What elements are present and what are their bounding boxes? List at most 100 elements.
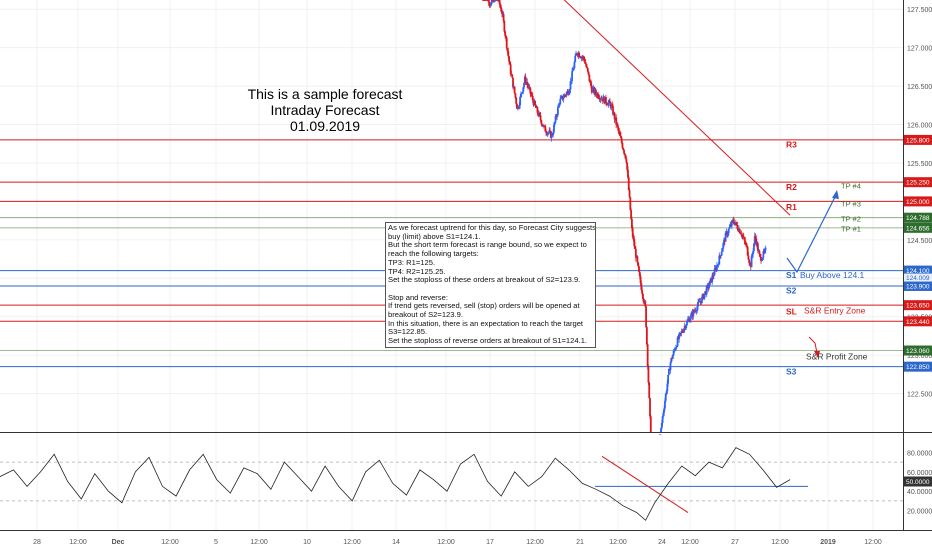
candle-body <box>692 310 695 317</box>
candle-body <box>675 347 677 350</box>
candle-body <box>632 236 635 239</box>
candle-body <box>523 83 525 88</box>
candle-body <box>554 116 557 123</box>
time-tick-label: 12:00 <box>250 539 268 546</box>
candle-body <box>760 257 762 262</box>
candle-body <box>659 434 662 436</box>
candle-body <box>568 89 571 94</box>
candle-body <box>664 400 666 409</box>
candle-body <box>743 237 746 241</box>
time-axis[interactable]: 28 12:00 Dec 12:00 5 12:00 10 12:00 14 12:00 17 12:… <box>33 539 882 546</box>
candle-body <box>519 96 522 106</box>
candle-body <box>582 56 585 59</box>
time-tick-label: 24 <box>658 539 666 546</box>
candle-body <box>520 93 523 95</box>
candle-body <box>735 222 738 226</box>
candle-body <box>705 286 708 295</box>
candle-body <box>557 104 560 108</box>
candle-body <box>565 92 568 96</box>
candle-body <box>686 321 688 326</box>
price-tag-text: 124.656 <box>906 225 930 232</box>
candle-body <box>605 103 608 105</box>
candle-body <box>622 147 625 151</box>
candle-body <box>548 130 551 133</box>
level-label-sl: SL <box>786 306 797 316</box>
candle-body <box>742 236 745 238</box>
candle-body <box>689 319 692 322</box>
candle-body <box>666 383 669 392</box>
level-label-r1: R1 <box>786 202 797 212</box>
candle-body <box>752 250 755 255</box>
candle-body <box>728 227 731 229</box>
price-tag-text: 125.800 <box>906 137 930 144</box>
candle-body <box>674 349 677 351</box>
candle-body <box>639 276 642 284</box>
candle-body <box>539 115 542 121</box>
candle-body <box>605 97 607 104</box>
candle-body <box>607 102 610 106</box>
candle-body <box>730 220 733 226</box>
candle-body <box>627 177 630 190</box>
title-line-1: This is a sample forecast <box>247 86 403 102</box>
candle-body <box>665 391 668 394</box>
candle-body <box>514 93 517 98</box>
candle-body <box>682 331 684 333</box>
candle-body <box>545 131 547 133</box>
candle-body <box>647 366 650 383</box>
target-label: TP #4 <box>841 181 861 190</box>
candle-body <box>686 319 689 322</box>
candle-body <box>517 107 520 109</box>
candle-body <box>597 93 599 98</box>
candle-body <box>736 225 739 230</box>
candle-body <box>579 56 581 58</box>
candle-body <box>675 346 678 348</box>
price-tick-label: 124.500 <box>907 238 932 245</box>
candle-body <box>667 374 670 384</box>
candle-body <box>697 302 699 307</box>
candle-body <box>645 306 647 328</box>
candle-body <box>573 61 576 69</box>
candle-body <box>644 301 647 307</box>
price-tag-box <box>904 280 932 291</box>
candle-body <box>676 337 679 347</box>
candle-body <box>671 355 674 359</box>
candle-body <box>615 117 618 125</box>
osc-tick-label: 20.0000 <box>907 509 932 516</box>
candle-body <box>633 238 636 247</box>
candle-body <box>753 243 755 251</box>
price-tick-label: 126.500 <box>907 84 932 91</box>
time-tick-label: 12:00 <box>771 539 789 546</box>
candle-body <box>585 64 588 67</box>
candle-body <box>747 255 750 260</box>
time-tick-label: 12:00 <box>864 539 882 546</box>
candle-body <box>616 124 619 128</box>
oscillator-line <box>0 447 791 521</box>
candle-body <box>680 331 683 333</box>
candle-body <box>518 105 521 108</box>
price-tag-box <box>904 265 932 276</box>
candle-body <box>727 232 729 236</box>
price-axis[interactable]: 127.500 127.000 126.500 126.000 125.500 125.0… <box>904 7 932 399</box>
time-tick-label: 14 <box>392 539 400 546</box>
candle-body <box>490 3 492 6</box>
level-label-s3: S3 <box>786 366 797 376</box>
time-tick-label: 2019 <box>820 539 836 546</box>
candle-body <box>641 289 644 294</box>
candle-body <box>713 268 716 276</box>
price-tag-text: 123.900 <box>906 283 930 290</box>
candle-body <box>722 243 725 249</box>
candle-body <box>547 132 550 134</box>
candle-body <box>510 73 513 75</box>
candle-body <box>567 90 570 95</box>
candle-body <box>516 103 518 109</box>
candle-body <box>620 137 623 143</box>
candle-body <box>629 197 632 211</box>
candle-body <box>586 68 589 72</box>
candle-body <box>621 142 624 148</box>
candle-body <box>619 135 622 138</box>
candle-body <box>646 344 649 367</box>
candle-body <box>662 412 665 417</box>
time-tick-label: 12:00 <box>681 539 699 546</box>
candle-body <box>660 423 663 429</box>
